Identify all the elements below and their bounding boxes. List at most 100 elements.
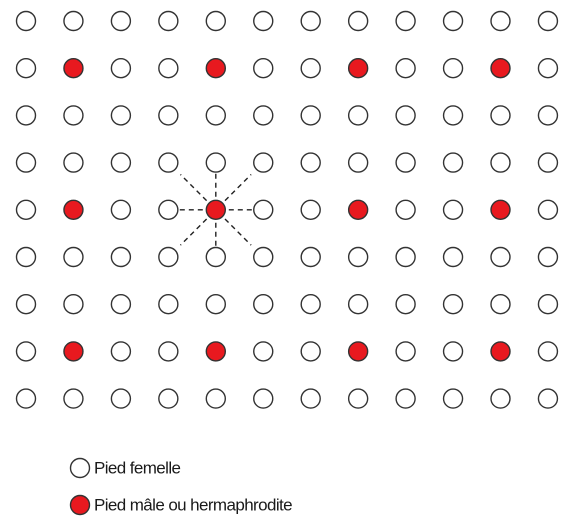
male-plant [205,57,227,79]
female-plant [253,388,274,409]
female-plant [205,294,227,315]
male-plant [63,199,84,221]
legend-female-symbol [69,457,91,479]
female-plant [15,57,37,79]
female-plant [253,57,274,79]
female-plant [158,294,179,315]
female-plant [537,105,559,126]
male-plant [63,57,84,79]
plant-grid [15,10,559,409]
male-plant [347,57,369,79]
female-plant [63,388,84,409]
female-plant [537,246,559,268]
female-plant [15,388,37,409]
male-plant [205,341,227,362]
female-plant [300,152,321,173]
female-plant [537,57,559,79]
female-plant [205,246,227,268]
female-plant [205,152,227,173]
female-plant [537,294,559,315]
female-plant [158,57,179,79]
female-plant [300,57,321,79]
female-plant [395,199,416,221]
female-plant [395,294,416,315]
female-plant [490,10,511,32]
female-plant [110,57,132,79]
female-plant [110,10,132,32]
pollen-spread [173,167,258,252]
female-plant [110,341,132,362]
female-plant [537,388,559,409]
female-plant [205,105,227,126]
legend: Pied femelle Pied mâle ou hermaphrodite [69,457,293,516]
female-plant [347,294,369,315]
female-plant [537,152,559,173]
female-plant [110,246,132,268]
spread-line [224,218,252,246]
female-plant [395,246,416,268]
female-plant [158,388,179,409]
female-plant [158,105,179,126]
female-plant [253,341,274,362]
legend-male-label: Pied mâle ou hermaphrodite [94,495,292,514]
spread-line [224,173,252,202]
female-plant [442,246,464,268]
female-plant [490,294,511,315]
female-plant [395,341,416,362]
female-plant [395,57,416,79]
female-plant [300,388,321,409]
female-plant [490,105,511,126]
female-plant [395,152,416,173]
legend-male-symbol [69,494,91,516]
male-plant [490,341,511,362]
female-plant [63,10,84,32]
female-plant [347,10,369,32]
female-plant [347,152,369,173]
female-plant [253,199,274,221]
female-plant [347,246,369,268]
female-plant [15,246,37,268]
female-plant [253,10,274,32]
female-plant [442,294,464,315]
female-plant [15,199,37,221]
female-plant [158,152,179,173]
female-plant [537,341,559,362]
female-plant [253,294,274,315]
female-plant [253,152,274,173]
female-plant [205,10,227,32]
male-plant [490,199,511,221]
female-plant [253,246,274,268]
female-plant [442,152,464,173]
female-plant [15,105,37,126]
female-plant [442,57,464,79]
female-plant [347,105,369,126]
female-plant [537,10,559,32]
female-plant [253,105,274,126]
female-plant [300,105,321,126]
female-plant [15,10,37,32]
female-plant [158,10,179,32]
male-plant [347,341,369,362]
female-plant [395,10,416,32]
female-plant [158,246,179,268]
male-plant [205,199,227,221]
female-plant [300,294,321,315]
female-plant [490,152,511,173]
spread-line [179,173,208,202]
female-plant [110,152,132,173]
female-plant [442,10,464,32]
male-plant [490,57,511,79]
female-plant [15,294,37,315]
female-plant [110,388,132,409]
female-plant [110,294,132,315]
female-plant [442,199,464,221]
female-plant [158,341,179,362]
female-plant [300,246,321,268]
male-plant [63,341,84,362]
female-plant [300,341,321,362]
female-plant [300,10,321,32]
male-plant [347,199,369,221]
female-plant [442,341,464,362]
female-plant [15,341,37,362]
